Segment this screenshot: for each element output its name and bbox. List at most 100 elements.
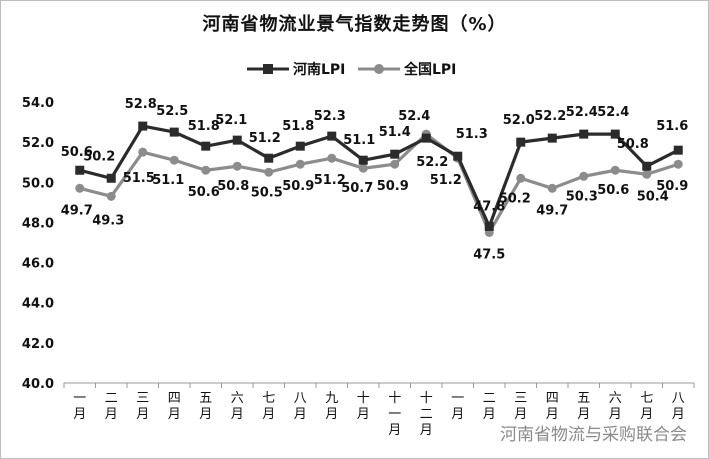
- data-point: [232, 135, 242, 145]
- data-point: [390, 159, 400, 169]
- data-point: [138, 147, 148, 157]
- data-point: [610, 129, 620, 139]
- national-data-label: 50.2: [499, 191, 531, 206]
- data-point: [75, 183, 85, 193]
- x-tick-label: 七月: [640, 391, 653, 422]
- legend: 河南LPI 全国LPI: [247, 61, 456, 78]
- x-tick-label: 八月: [294, 391, 307, 422]
- legend-label: 全国LPI: [403, 61, 456, 78]
- x-tick-label: 四月: [546, 391, 559, 422]
- henan-data-label: 51.2: [249, 131, 281, 146]
- national-data-label: 50.8: [217, 179, 249, 194]
- y-tick-label: 46.0: [22, 257, 54, 272]
- x-tick-label: 二月: [105, 391, 118, 422]
- national-data-label: 49.7: [536, 203, 568, 218]
- x-tick-label: 十一月: [388, 391, 401, 438]
- data-point: [547, 133, 557, 143]
- henan-data-label: 50.6: [61, 145, 93, 160]
- data-point: [358, 163, 368, 173]
- henan-data-label: 51.8: [188, 119, 220, 134]
- henan-data-label: 52.8: [125, 97, 157, 112]
- data-point: [106, 191, 116, 201]
- x-tick-label: 二月: [483, 391, 496, 422]
- henan-data-label: 51.6: [656, 119, 688, 134]
- data-point: [327, 131, 337, 141]
- henan-data-label: 52.0: [503, 113, 535, 128]
- legend-marker-circle: [374, 64, 384, 74]
- data-labels: 50.650.252.8 52.551.852.151.251.852.351.1…: [61, 97, 689, 262]
- national-data-label: 50.5: [251, 185, 283, 200]
- legend-label: 河南LPI: [293, 61, 345, 78]
- henan-data-label: 51.4: [379, 125, 411, 140]
- data-point: [579, 171, 589, 181]
- legend-marker-square: [263, 64, 273, 74]
- henan-data-label: 51.3: [456, 127, 488, 142]
- x-tick-label: 九月: [325, 391, 338, 422]
- henan-data-label: 52.1: [215, 113, 247, 128]
- henan-data-label: 52.5: [156, 104, 188, 119]
- data-point: [390, 149, 400, 159]
- data-point: [295, 141, 305, 151]
- data-point: [484, 221, 494, 231]
- x-tick-label: 七月: [262, 391, 275, 422]
- henan-data-label: 47.8: [473, 199, 505, 214]
- axes: 40.042.044.046.048.050.052.054.0一月二月三月四月…: [22, 96, 695, 438]
- data-point: [358, 155, 368, 165]
- x-tick-label: 八月: [672, 391, 685, 422]
- data-point: [453, 151, 463, 161]
- data-point: [232, 161, 242, 171]
- henan-data-label: 51.8: [282, 119, 314, 134]
- data-point: [295, 159, 305, 169]
- series-layer: [75, 121, 683, 237]
- x-tick-label: 十月: [357, 391, 370, 422]
- henan-data-label: 52.2: [416, 155, 448, 170]
- series-line: [79, 132, 679, 235]
- national-data-label: 50.6: [597, 183, 629, 198]
- data-point: [264, 167, 274, 177]
- x-tick-label: 一月: [451, 391, 464, 422]
- henan-data-label: 52.4: [597, 105, 629, 120]
- national-data-label: 49.3: [92, 213, 124, 228]
- data-point: [642, 169, 652, 179]
- data-point: [547, 183, 557, 193]
- y-tick-label: 44.0: [22, 297, 54, 312]
- national-data-label: 50.7: [341, 181, 373, 196]
- x-tick-label: 六月: [609, 391, 622, 422]
- data-point: [579, 129, 589, 139]
- x-tick-label: 五月: [577, 391, 590, 422]
- x-tick-label: 四月: [168, 391, 181, 422]
- henan-data-label: 52.4: [566, 105, 598, 120]
- watermark: 河南省物流与采购联合会: [500, 425, 687, 445]
- henan-data-label: 52.3: [314, 109, 346, 124]
- data-point: [75, 165, 85, 175]
- series-line: [79, 124, 679, 229]
- data-point: [516, 173, 526, 183]
- data-point: [264, 153, 274, 163]
- data-point: [169, 127, 179, 137]
- national-data-label: 50.6: [188, 185, 220, 200]
- national-data-label: 51.2: [430, 173, 462, 188]
- y-tick-label: 52.0: [22, 136, 54, 151]
- data-point: [673, 159, 683, 169]
- henan-data-label: 50.2: [83, 149, 115, 164]
- x-tick-label: 三月: [136, 391, 149, 422]
- x-tick-label: 五月: [199, 391, 212, 422]
- x-tick-label: 三月: [514, 391, 527, 422]
- national-data-label: 50.4: [637, 189, 669, 204]
- data-point: [642, 161, 652, 171]
- data-point: [106, 173, 116, 183]
- data-point: [673, 145, 683, 155]
- national-data-label: 50.9: [377, 179, 409, 194]
- x-tick-label: 一月: [73, 391, 86, 422]
- national-data-label: 52.4: [398, 109, 430, 124]
- data-point: [138, 121, 148, 131]
- y-tick-label: 40.0: [22, 377, 54, 392]
- data-point: [516, 137, 526, 147]
- national-data-label: 47.5: [473, 247, 505, 262]
- national-data-label: 50.9: [282, 179, 314, 194]
- y-tick-label: 42.0: [22, 337, 54, 352]
- national-data-label: 51.5: [123, 171, 155, 186]
- henan-data-label: 50.8: [617, 137, 649, 152]
- x-tick-label: 六月: [231, 391, 244, 422]
